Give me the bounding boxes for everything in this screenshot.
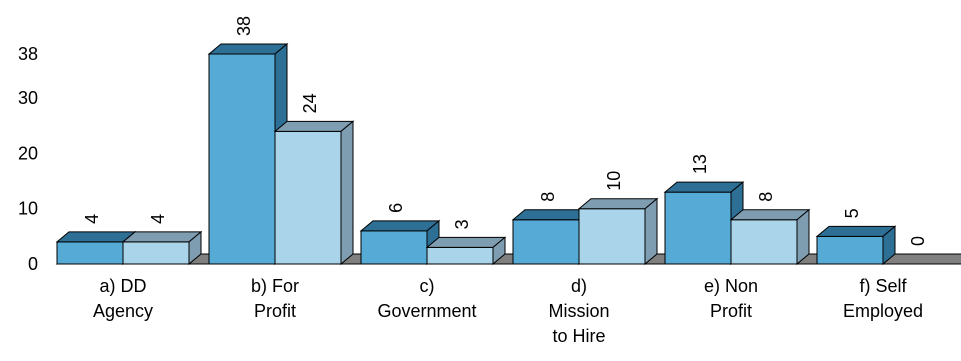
category-label: Government xyxy=(377,301,476,321)
category-label: b) For xyxy=(251,276,299,296)
category-label: c) xyxy=(420,276,435,296)
y-tick-label: 10 xyxy=(18,199,38,219)
bar-front xyxy=(56,241,124,265)
bar-front xyxy=(122,241,190,265)
bar-front xyxy=(816,235,884,265)
y-tick-label: 20 xyxy=(18,143,38,163)
bar-front xyxy=(208,53,276,265)
bar-front xyxy=(578,208,646,265)
bar-side xyxy=(882,225,896,266)
bar-top xyxy=(55,231,137,243)
category-label: Mission xyxy=(548,301,609,321)
bar-top xyxy=(359,220,441,232)
bar-top xyxy=(425,236,507,248)
bar-front xyxy=(664,191,732,265)
bar-top xyxy=(121,231,203,243)
data-label: 6 xyxy=(386,203,406,213)
bar-top xyxy=(207,43,289,55)
bar-front xyxy=(730,219,798,265)
category-label: Profit xyxy=(254,301,296,321)
category-label: f) Self xyxy=(859,276,907,296)
y-tick-label: 0 xyxy=(28,254,38,274)
data-label: 13 xyxy=(690,154,710,174)
data-label: 5 xyxy=(842,208,862,218)
category-label: Profit xyxy=(710,301,752,321)
data-label: 4 xyxy=(82,214,102,224)
category-label: to Hire xyxy=(552,326,605,346)
bar-front xyxy=(512,219,580,265)
category-label: Employed xyxy=(843,301,923,321)
bar-front xyxy=(274,130,342,265)
y-tick-label: 38 xyxy=(18,44,38,64)
data-label: 0 xyxy=(908,236,928,246)
data-label: 8 xyxy=(756,192,776,202)
category-label: a) DD xyxy=(99,276,146,296)
category-label: e) Non xyxy=(704,276,758,296)
y-tick-label: 30 xyxy=(18,88,38,108)
data-label: 4 xyxy=(148,214,168,224)
data-label: 38 xyxy=(234,16,254,36)
bar-top xyxy=(577,198,659,210)
category-label: Agency xyxy=(93,301,153,321)
data-label: 24 xyxy=(300,93,320,113)
data-label: 8 xyxy=(538,192,558,202)
bar-side xyxy=(644,197,658,266)
bar-top xyxy=(663,181,745,193)
bar-side xyxy=(188,230,202,266)
bar-side xyxy=(796,208,810,266)
bar-side xyxy=(340,120,354,266)
data-label: 10 xyxy=(604,171,624,191)
bar-top xyxy=(815,225,897,237)
bar-front xyxy=(426,246,494,265)
bar-top xyxy=(729,209,811,221)
data-label: 3 xyxy=(452,219,472,229)
bar-top xyxy=(273,120,355,132)
category-label: d) xyxy=(571,276,587,296)
bar-front xyxy=(360,230,428,265)
bar-side xyxy=(492,236,506,266)
